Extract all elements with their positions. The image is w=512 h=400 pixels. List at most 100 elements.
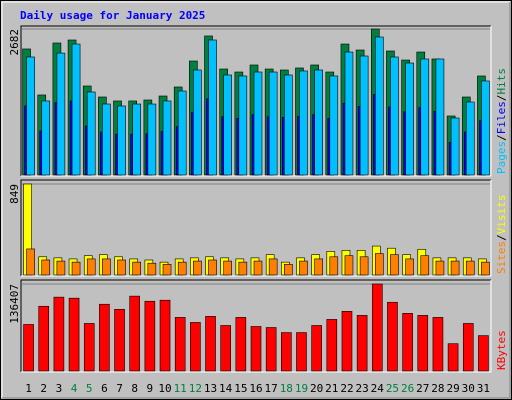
bar bbox=[311, 325, 322, 372]
x-tick-label: 10 bbox=[158, 382, 171, 395]
x-tick-label: 1 bbox=[25, 382, 32, 395]
bar bbox=[132, 103, 142, 176]
x-tick-label: 25 bbox=[386, 382, 399, 395]
bar bbox=[417, 315, 429, 372]
bar bbox=[341, 311, 353, 372]
bar bbox=[208, 39, 217, 176]
bar bbox=[450, 260, 460, 276]
x-tick-label: 9 bbox=[147, 382, 154, 395]
bar bbox=[71, 261, 81, 276]
x-tick-label: 29 bbox=[446, 382, 459, 395]
bar bbox=[420, 255, 430, 276]
bar bbox=[56, 52, 66, 176]
x-tick-label: 14 bbox=[219, 382, 233, 395]
bar bbox=[38, 305, 50, 372]
bar bbox=[129, 295, 141, 372]
x-tick-label: 28 bbox=[431, 382, 444, 395]
bar bbox=[465, 260, 475, 276]
bar bbox=[281, 332, 292, 372]
x-tick-label: 7 bbox=[116, 382, 123, 395]
bar bbox=[68, 297, 80, 372]
bar bbox=[177, 90, 187, 176]
bar bbox=[299, 260, 308, 276]
chart-title: Daily usage for January 2025 bbox=[20, 9, 205, 22]
bar bbox=[177, 261, 187, 276]
bar bbox=[23, 324, 34, 372]
bar bbox=[174, 317, 186, 372]
bar bbox=[71, 43, 81, 176]
bar bbox=[329, 75, 339, 176]
bar bbox=[447, 343, 459, 372]
legend-separator: / bbox=[495, 234, 508, 241]
bar bbox=[86, 258, 96, 276]
bar bbox=[235, 317, 247, 372]
x-tick-label: 13 bbox=[204, 382, 217, 395]
bar bbox=[374, 36, 384, 176]
x-tick-label: 27 bbox=[416, 382, 429, 395]
y-tick-label: 136407 bbox=[8, 284, 21, 324]
bar bbox=[41, 259, 51, 276]
bar bbox=[314, 69, 323, 176]
bar bbox=[296, 332, 307, 372]
x-tick-label: 17 bbox=[265, 382, 278, 395]
x-tick-label: 31 bbox=[477, 382, 490, 395]
legend-entry: Visits bbox=[495, 195, 508, 235]
x-tick-label: 8 bbox=[131, 382, 138, 395]
x-tick-label: 23 bbox=[356, 382, 369, 395]
x-tick-label: 18 bbox=[280, 382, 293, 395]
x-tick-label: 15 bbox=[234, 382, 247, 395]
bar bbox=[253, 260, 263, 276]
panel-bevel bbox=[21, 280, 492, 373]
bar bbox=[462, 323, 474, 372]
x-tick-label: 26 bbox=[401, 382, 414, 395]
x-tick-label: 22 bbox=[340, 382, 353, 395]
legend-entry: Files bbox=[495, 101, 508, 134]
bar bbox=[326, 319, 338, 372]
bar bbox=[481, 261, 490, 276]
x-tick-label: 6 bbox=[101, 382, 108, 395]
bar bbox=[132, 261, 142, 276]
x-tick-label: 20 bbox=[310, 382, 323, 395]
bar bbox=[371, 283, 383, 372]
bar bbox=[147, 262, 157, 276]
bar bbox=[193, 260, 202, 276]
panel-bevel bbox=[20, 179, 491, 276]
legend-entry: Hits bbox=[495, 68, 508, 95]
bar bbox=[387, 301, 398, 372]
bar bbox=[390, 56, 399, 176]
x-tick-label: 3 bbox=[56, 382, 63, 395]
bar bbox=[238, 261, 248, 276]
bar bbox=[465, 101, 475, 176]
bar bbox=[344, 255, 354, 276]
x-tick-label: 16 bbox=[249, 382, 262, 395]
legend-separator: / bbox=[495, 95, 508, 102]
bar bbox=[99, 303, 110, 372]
bar bbox=[114, 308, 125, 372]
bar bbox=[356, 315, 368, 372]
bar bbox=[190, 322, 201, 372]
bar bbox=[26, 56, 35, 176]
bar bbox=[284, 263, 293, 276]
bar bbox=[359, 256, 369, 276]
legend: Pages/Files/Hits bbox=[495, 68, 508, 174]
panel-bevel bbox=[20, 25, 491, 176]
bar bbox=[53, 296, 65, 372]
bar bbox=[56, 260, 66, 276]
bar bbox=[223, 260, 232, 276]
bar bbox=[432, 317, 444, 372]
bar bbox=[329, 256, 339, 276]
bar bbox=[162, 100, 172, 176]
bar bbox=[250, 326, 262, 372]
bar bbox=[374, 253, 384, 276]
bar bbox=[102, 103, 111, 176]
x-tick-label: 21 bbox=[325, 382, 338, 395]
bar bbox=[147, 103, 157, 176]
legend: Sites/Visits bbox=[495, 195, 508, 275]
bar bbox=[402, 313, 413, 372]
panel-bevel bbox=[21, 180, 492, 277]
bar bbox=[83, 323, 95, 372]
bar bbox=[435, 260, 445, 276]
bar bbox=[284, 74, 293, 176]
